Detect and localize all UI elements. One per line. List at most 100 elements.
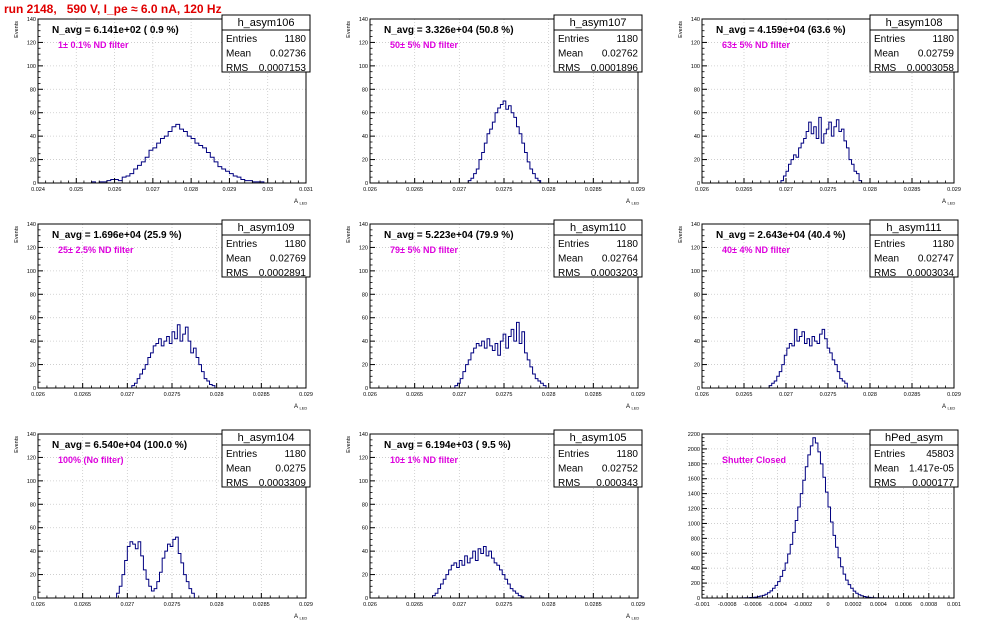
x-tick-label: -0.0006	[743, 602, 762, 608]
filter-annotation: 50± 5% ND filter	[390, 40, 458, 50]
stats-label: RMS	[558, 268, 581, 279]
y-tick-label: 100	[27, 479, 36, 485]
y-axis-label: Events	[678, 21, 684, 38]
stats-label: Mean	[226, 254, 251, 265]
stats-label: RMS	[226, 63, 249, 74]
y-tick-label: 600	[691, 551, 700, 557]
y-tick-label: 120	[359, 40, 368, 46]
y-tick-label: 100	[691, 64, 700, 70]
y-tick-label: 40	[694, 134, 700, 140]
x-tick-label: 0.0285	[585, 392, 602, 398]
stats-value: 1180	[932, 34, 954, 45]
stats-value: 0.0003034	[907, 268, 955, 279]
x-tick-label: 0.031	[299, 187, 313, 193]
y-tick-label: 100	[27, 269, 36, 275]
x-tick-label: -0.0008	[718, 602, 737, 608]
stats-box	[221, 429, 311, 488]
x-tick-label: 0.029	[947, 187, 961, 193]
histogram-bars	[467, 100, 542, 183]
y-tick-label: 40	[30, 134, 36, 140]
histogram-bars	[116, 536, 195, 598]
stats-label: RMS	[558, 478, 581, 489]
stats-label: Entries	[226, 239, 257, 250]
page-title: run 2148, 590 V, I_pe ≈ 6.0 nA, 120 Hz	[4, 2, 222, 16]
x-tick-label: 0.026	[108, 187, 122, 193]
y-tick-label: 60	[30, 526, 36, 532]
panel-h_asym109: 0.026 0.0265 0.027 0.0275 0.028 0.0285 0.029 0 2…	[14, 219, 313, 411]
stats-label: Mean	[874, 49, 899, 60]
y-tick-label: 80	[362, 292, 368, 298]
x-tick-label: 0.028	[542, 602, 556, 608]
stats-label: Entries	[558, 239, 589, 250]
y-tick-label: 140	[27, 432, 36, 438]
x-tick-label: 0.0285	[585, 187, 602, 193]
x-tick-label: 0.026	[31, 602, 45, 608]
y-tick-label: 0	[697, 596, 700, 602]
y-tick-label: 400	[691, 566, 700, 572]
y-tick-label: 20	[362, 363, 368, 369]
y-tick-label: 40	[362, 134, 368, 140]
navg-label: N_avg = 6.141e+02 ( 0.9 %)	[52, 25, 179, 36]
x-tick-label: 0.026	[695, 187, 709, 193]
x-tick-label: 0.029	[631, 187, 645, 193]
y-tick-label: 80	[30, 292, 36, 298]
y-tick-label: 100	[359, 479, 368, 485]
x-tick-label: 0.027	[120, 602, 134, 608]
x-tick-label: 0.026	[363, 392, 377, 398]
x-tick-label: 0.0285	[585, 602, 602, 608]
stats-label: Mean	[874, 464, 899, 475]
y-tick-label: 100	[359, 64, 368, 70]
x-tick-label: 0.026	[695, 392, 709, 398]
y-tick-label: 20	[30, 573, 36, 579]
x-tick-label: 0.029	[223, 187, 237, 193]
histogram-name: h_asym109	[238, 222, 295, 234]
x-tick-label: 0.0275	[164, 392, 181, 398]
x-tick-label: 0.0004	[870, 602, 887, 608]
stats-label: RMS	[558, 63, 581, 74]
y-tick-label: 0	[365, 386, 368, 392]
y-axis-label: Events	[346, 226, 352, 243]
x-tick-label: 0.0285	[904, 187, 921, 193]
x-tick-label: 0.0275	[820, 392, 837, 398]
histogram-bars	[91, 123, 265, 184]
stats-box	[221, 219, 311, 278]
y-tick-label: 20	[30, 158, 36, 164]
y-tick-label: 140	[27, 17, 36, 23]
filter-annotation: 63± 5% ND filter	[722, 40, 790, 50]
stats-value: 0.0275	[275, 464, 306, 475]
y-tick-label: 0	[33, 596, 36, 602]
x-tick-label: 0.028	[542, 392, 556, 398]
y-tick-label: 20	[694, 158, 700, 164]
y-tick-label: 120	[27, 455, 36, 461]
stats-value: 0.02736	[270, 49, 307, 60]
y-tick-label: 140	[691, 17, 700, 23]
x-tick-label: 0.026	[363, 187, 377, 193]
filter-annotation: 1± 0.1% ND filter	[58, 40, 129, 50]
y-tick-label: 20	[362, 158, 368, 164]
y-tick-label: 0	[697, 181, 700, 187]
x-axis-label: A LED	[626, 404, 639, 411]
panel-h_asym106: 0.024 0.025 0.026 0.027 0.028 0.029 0.03 0.031 0…	[14, 14, 313, 206]
y-tick-label: 80	[30, 502, 36, 508]
y-tick-label: 40	[362, 339, 368, 345]
x-tick-label: 0.0265	[406, 392, 423, 398]
x-tick-label: 0.0265	[736, 392, 753, 398]
y-tick-label: 0	[697, 386, 700, 392]
histogram-name: h_asym105	[570, 432, 627, 444]
y-tick-label: 80	[362, 87, 368, 93]
x-axis-label: A LED	[942, 404, 955, 411]
stats-label: Mean	[558, 254, 583, 265]
y-tick-label: 20	[30, 363, 36, 369]
navg-label: N_avg = 6.540e+04 (100.0 %)	[52, 440, 187, 451]
y-tick-label: 120	[359, 245, 368, 251]
stats-value: 1.417e-05	[909, 464, 954, 475]
stats-value: 0.0003309	[259, 478, 307, 489]
y-axis-label: Events	[14, 21, 20, 38]
x-tick-label: 0.029	[299, 602, 313, 608]
y-tick-label: 1600	[688, 477, 700, 483]
x-tick-label: 0.0275	[164, 602, 181, 608]
navg-label: N_avg = 5.223e+04 (79.9 %)	[384, 230, 514, 241]
stats-value: 0.02769	[270, 254, 307, 265]
filter-annotation: 25± 2.5% ND filter	[58, 245, 134, 255]
x-tick-label: 0.026	[31, 392, 45, 398]
